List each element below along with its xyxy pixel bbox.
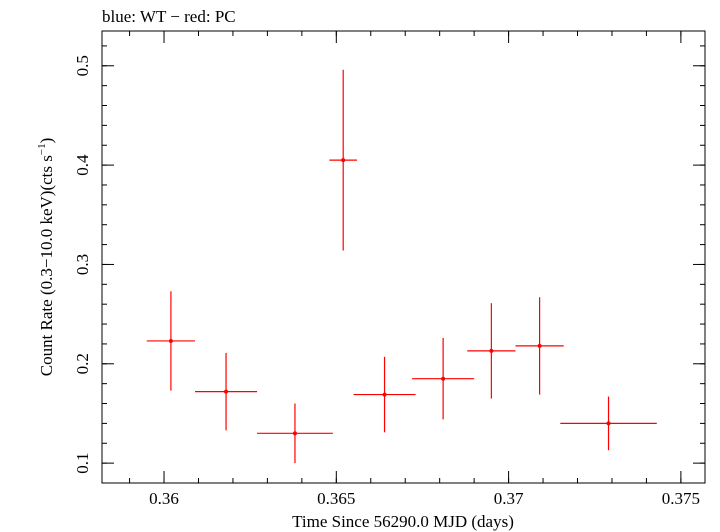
axis-ticks: [102, 31, 705, 484]
x-tick-label: 0.37: [494, 489, 524, 508]
pc-data-point: [441, 376, 446, 381]
pc-data-point: [382, 392, 387, 397]
y-axis-label-exponent: −1: [36, 143, 48, 155]
chart-title: blue: WT − red: PC: [102, 7, 236, 26]
pc-data-point: [168, 338, 173, 343]
pc-data-point: [292, 431, 297, 436]
y-axis-label-close: ): [37, 138, 56, 144]
x-axis-label: Time Since 56290.0 MJD (days): [292, 512, 514, 531]
x-tick-label: 0.365: [317, 489, 355, 508]
pc-data-point: [606, 421, 611, 426]
y-tick-label: 0.3: [73, 254, 92, 275]
plot-frame: [101, 30, 706, 484]
y-tick-label: 0.4: [73, 154, 92, 176]
pc-data-point: [224, 389, 229, 394]
y-axis-label-main: Count Rate (0.3−10.0 keV)(cts s: [37, 155, 56, 376]
x-tick-label: 0.36: [149, 489, 179, 508]
pc-data-point: [341, 158, 346, 163]
y-tick-label: 0.1: [73, 453, 92, 474]
y-tick-label: 0.2: [73, 353, 92, 374]
x-tick-label: 0.375: [662, 489, 700, 508]
pc-data-point: [489, 348, 494, 353]
y-tick-label: 0.5: [73, 55, 92, 76]
axis-tick-labels: 0.36 0.365 0.37 0.375 0.1 0.2 0.3 0.4 0.5: [73, 55, 700, 508]
pc-data-point: [537, 343, 542, 348]
y-axis-label: Count Rate (0.3−10.0 keV)(cts s−1): [36, 138, 56, 377]
data-series-pc: [146, 69, 657, 464]
